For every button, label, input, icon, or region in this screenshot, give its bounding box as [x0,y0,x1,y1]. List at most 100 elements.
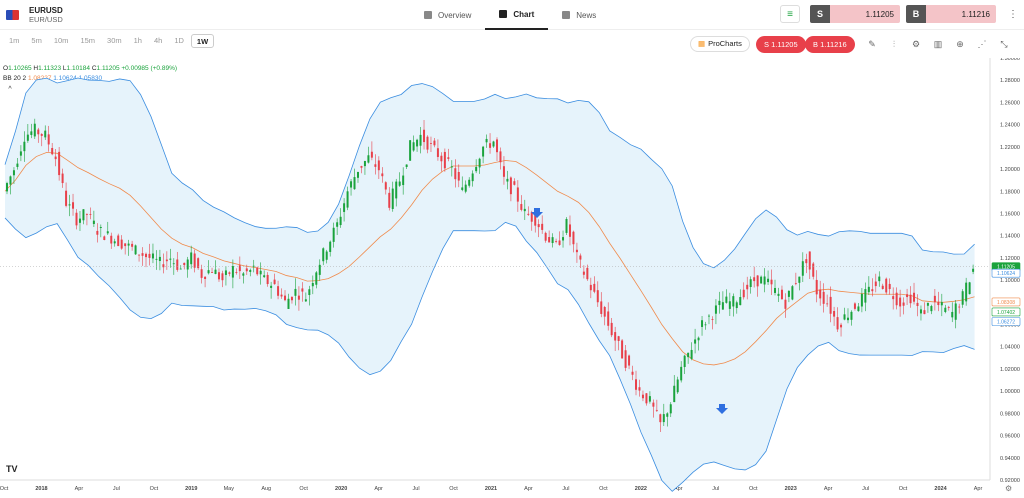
x-tick-label: Oct [0,486,9,492]
candle [774,287,777,293]
more-menu-icon[interactable]: ⋮ [1008,8,1018,20]
timeframe-1m[interactable]: 1m [9,36,20,45]
candle [297,295,300,300]
share-icon[interactable]: ⋰ [977,39,987,49]
settings-icon[interactable]: ⚙ [911,39,921,49]
fullscreen-icon[interactable]: ⤡ [1000,39,1008,49]
symbol-ticker: EURUSD [29,6,63,15]
timeframe-4h[interactable]: 4h [153,36,163,45]
tab-overview[interactable]: Overview [410,0,485,30]
tab-news[interactable]: News [548,0,610,30]
candle [353,177,356,190]
candle [645,393,648,404]
candle [426,136,429,150]
candle [61,173,64,184]
y-tick-label: 1.04000 [1000,345,1020,351]
timeframe-1h[interactable]: 1h [133,36,142,45]
symbol-header[interactable]: EURUSD EUR/USD [6,6,63,24]
buy-box[interactable]: B 1.11216 [906,5,996,23]
candle [579,255,582,260]
candle [228,272,231,274]
candle [30,131,33,135]
candle [475,166,478,172]
candle [850,311,853,320]
candle [853,303,856,309]
candle [555,240,558,242]
candle [586,267,589,280]
bollinger-band-fill [5,78,975,492]
legend-l-key: L [62,65,67,72]
price-label: 1.08308 [997,300,1015,306]
candle [40,134,43,136]
candle [131,243,134,247]
candle [791,286,794,300]
x-tick-label: Jul [413,486,420,492]
price-label: 1.07402 [997,310,1015,316]
sell-box[interactable]: S 1.11205 [810,5,900,23]
add-icon[interactable]: ⊕ [956,39,964,49]
candle [829,296,832,314]
procharts-button[interactable]: ▦ ProCharts [690,36,750,52]
pencil-icon[interactable]: ✎ [868,39,876,49]
candle [308,289,311,296]
timeframe-30m[interactable]: 30m [107,36,122,45]
tradingview-logo: TV [6,464,18,474]
candle [749,279,752,288]
candle [6,183,8,192]
timeframe-10m[interactable]: 10m [53,36,69,45]
candle [808,251,811,270]
chart-type-icon[interactable]: ▥ [933,39,943,49]
price-label: 1.11205 [997,265,1015,271]
tab-chart[interactable]: Chart [485,0,549,30]
sell-button[interactable]: S 1.11205 [756,36,806,53]
price-chart[interactable]: 1.30000 1.28000 1.26000 1.24000 1.22000 1.200… [0,58,1024,498]
candle [440,155,443,162]
candle [165,259,168,262]
watchlist-add-button[interactable]: ≡ [780,5,800,23]
candle [954,303,957,320]
timeframe-15m[interactable]: 15m [80,36,96,45]
candle [221,273,224,281]
timeframe-1D[interactable]: 1D [174,36,184,45]
candle [614,332,617,341]
candle [311,283,314,287]
candle [767,278,770,283]
collapse-legend-icon[interactable]: ^ [8,86,12,93]
candle [520,204,523,210]
candle [23,141,26,152]
legend-high: 1.11323 [38,65,62,72]
candle [746,284,749,290]
candle [822,291,825,304]
candle [965,282,968,302]
candle [325,251,328,260]
candle [103,236,106,240]
bb-row: BB 20 2 1.08227 1.10624 1.05830 [3,74,177,84]
candle [370,151,373,158]
candle [937,302,940,306]
candle [756,275,759,287]
buy-button[interactable]: B 1.11216 [805,36,855,53]
candle [245,268,248,272]
candle [37,129,40,135]
chart-settings-icon[interactable]: ⚙ [1005,484,1013,493]
candle [551,237,554,244]
candle [204,276,207,279]
candle [377,160,380,171]
y-tick-label: 1.14000 [1000,234,1020,240]
candle [537,224,540,228]
candle [680,366,683,381]
tab-chart-label: Chart [513,9,535,19]
candle [888,283,891,290]
candle [836,317,839,330]
candle [635,379,638,390]
bb-lower-line [4,217,975,492]
candle [947,307,950,308]
candle [725,296,728,303]
indicators-icon[interactable]: ⫶ [892,39,896,49]
timeframe-1W[interactable]: 1W [190,34,215,48]
x-tick-label: Jul [862,486,869,492]
timeframe-5m[interactable]: 5m [31,36,42,45]
candle [26,134,29,141]
y-tick-label: 0.94000 [1000,456,1020,462]
candle [961,291,964,305]
